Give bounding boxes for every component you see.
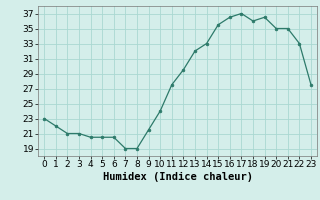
X-axis label: Humidex (Indice chaleur): Humidex (Indice chaleur) [103,172,252,182]
